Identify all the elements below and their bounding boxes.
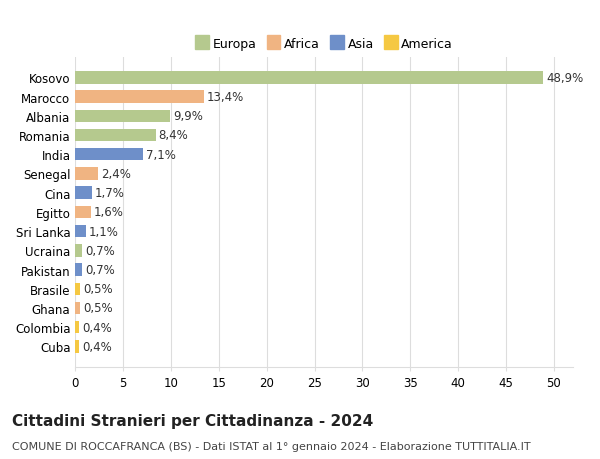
Bar bbox=[76, 129, 156, 142]
Text: 1,7%: 1,7% bbox=[94, 187, 124, 200]
Text: 0,5%: 0,5% bbox=[83, 283, 113, 296]
Bar bbox=[76, 302, 80, 314]
Legend: Europa, Africa, Asia, America: Europa, Africa, Asia, America bbox=[190, 33, 458, 56]
Text: 48,9%: 48,9% bbox=[546, 72, 583, 84]
Text: 1,1%: 1,1% bbox=[89, 225, 119, 238]
Bar bbox=[76, 283, 80, 296]
Bar bbox=[76, 149, 143, 161]
Text: 2,4%: 2,4% bbox=[101, 168, 131, 180]
Bar bbox=[76, 72, 543, 84]
Bar bbox=[76, 341, 79, 353]
Bar bbox=[76, 245, 82, 257]
Bar bbox=[76, 168, 98, 180]
Text: 0,5%: 0,5% bbox=[83, 302, 113, 315]
Text: 1,6%: 1,6% bbox=[94, 206, 124, 219]
Text: 0,7%: 0,7% bbox=[85, 263, 115, 276]
Text: 0,7%: 0,7% bbox=[85, 244, 115, 257]
Bar bbox=[76, 110, 170, 123]
Text: 9,9%: 9,9% bbox=[173, 110, 203, 123]
Bar bbox=[76, 225, 86, 238]
Bar bbox=[76, 206, 91, 218]
Text: Cittadini Stranieri per Cittadinanza - 2024: Cittadini Stranieri per Cittadinanza - 2… bbox=[12, 413, 373, 428]
Text: COMUNE DI ROCCAFRANCA (BS) - Dati ISTAT al 1° gennaio 2024 - Elaborazione TUTTIT: COMUNE DI ROCCAFRANCA (BS) - Dati ISTAT … bbox=[12, 441, 530, 451]
Bar bbox=[76, 321, 79, 334]
Bar bbox=[76, 264, 82, 276]
Text: 0,4%: 0,4% bbox=[82, 340, 112, 353]
Text: 7,1%: 7,1% bbox=[146, 148, 176, 162]
Bar bbox=[76, 91, 203, 104]
Text: 8,4%: 8,4% bbox=[158, 129, 188, 142]
Bar bbox=[76, 187, 92, 200]
Text: 0,4%: 0,4% bbox=[82, 321, 112, 334]
Text: 13,4%: 13,4% bbox=[206, 91, 244, 104]
